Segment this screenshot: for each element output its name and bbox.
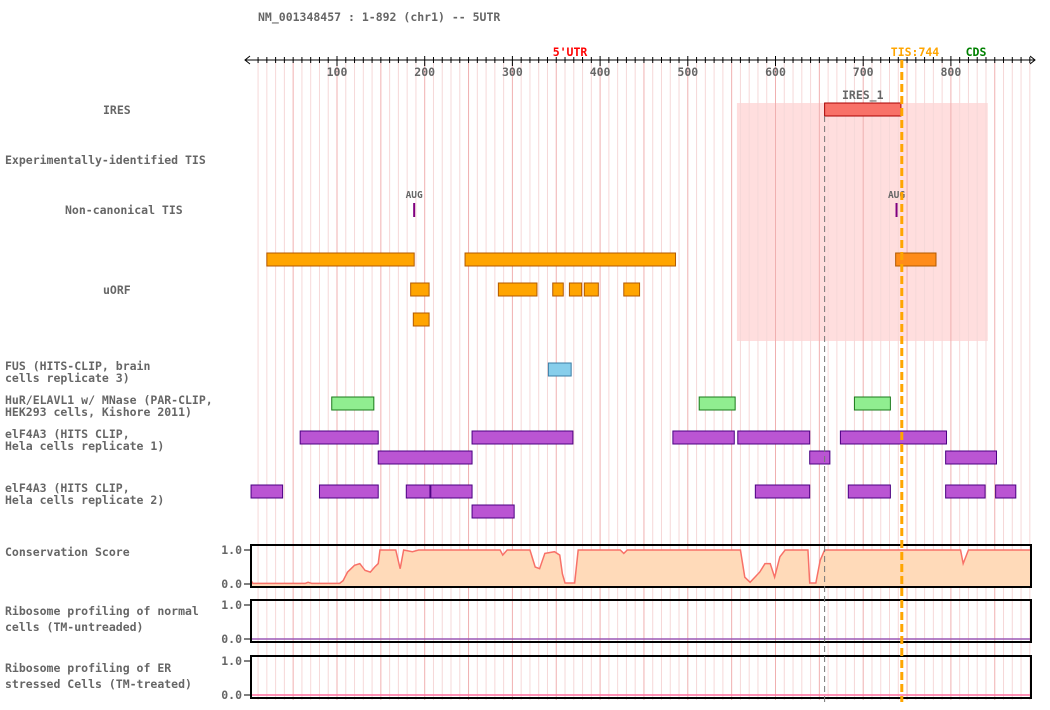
uorf-feature <box>497 282 538 297</box>
ribo_er-frame <box>250 655 1032 699</box>
eif1-feature <box>737 430 811 445</box>
ires-name-label: IRES_1 <box>842 88 884 103</box>
track-label-eif2: elF4A3 (HITS CLIP, Hela cells replicate … <box>5 481 165 507</box>
track-label-exp_tis: Experimentally-identified TIS <box>5 153 206 167</box>
eif1-feature <box>377 450 473 465</box>
hur-feature <box>853 396 891 411</box>
axis-tick-label: 600 <box>765 65 786 79</box>
y-tick-label: 0.0 <box>221 688 242 702</box>
eif2-feature <box>318 484 379 499</box>
eif2-feature <box>754 484 811 499</box>
axis-tick-label: 400 <box>590 65 611 79</box>
eif1-feature <box>945 450 998 465</box>
axis-tick-label: 100 <box>327 65 348 79</box>
plot-label-ribo_er: Ribosome profiling of ER stressed Cells … <box>5 661 192 691</box>
track-label-ires: IRES <box>103 103 131 117</box>
y-tick-label: 0.0 <box>221 632 242 646</box>
conservation-area <box>251 550 1031 587</box>
uorf-feature <box>623 282 641 297</box>
ires-feature <box>824 102 902 117</box>
eif2-feature <box>250 484 284 499</box>
plot-label-ribo_normal: Ribosome profiling of normal cells (TM-u… <box>5 604 199 634</box>
uorf-feature <box>412 312 430 327</box>
ribo_normal-frame <box>250 599 1032 643</box>
axis-tick-label: 300 <box>502 65 523 79</box>
utr-label: 5'UTR <box>553 45 588 59</box>
uorf-feature <box>552 282 564 297</box>
y-tick-label: 0.0 <box>221 577 242 591</box>
eif2-feature <box>430 484 473 499</box>
track-label-uorf: uORF <box>103 283 131 297</box>
eif2-feature <box>945 484 986 499</box>
uorf-feature <box>266 252 415 267</box>
eif2-feature <box>995 484 1017 499</box>
track-label-eif1: elF4A3 (HITS CLIP, Hela cells replicate … <box>5 427 165 453</box>
axis-tick-label: 700 <box>853 65 874 79</box>
eif1-feature <box>809 450 831 465</box>
eif2-feature <box>405 484 431 499</box>
eif2-feature <box>847 484 891 499</box>
axis-arrows <box>244 55 1036 65</box>
axis-tick-label: 800 <box>941 65 962 79</box>
eif1-feature <box>471 430 574 445</box>
y-tick-label: 1.0 <box>221 598 242 612</box>
transcript-title: NM_001348457 : 1-892 (chr1) -- 5UTR <box>258 10 501 24</box>
conservation-frame <box>250 544 1032 588</box>
tis-label: TIS:744 <box>891 45 940 59</box>
uorf-feature <box>583 282 599 297</box>
uorf-feature <box>464 252 677 267</box>
fus-feature <box>547 362 572 377</box>
eif1-feature <box>839 430 948 445</box>
track-label-noncanon: Non-canonical TIS <box>65 203 183 217</box>
eif2-feature <box>471 504 515 519</box>
uorf-feature <box>410 282 430 297</box>
track-label-fus: FUS (HITS-CLIP, brain cells replicate 3) <box>5 359 151 385</box>
cds-label: CDS <box>966 45 987 59</box>
plot-label-conservation: Conservation Score <box>5 545 130 559</box>
aug-label: AUG <box>406 190 423 201</box>
eif1-feature <box>672 430 735 445</box>
aug-label: AUG <box>888 190 905 201</box>
y-tick-label: 1.0 <box>221 654 242 668</box>
track-label-hur: HuR/ELAVL1 w/ MNase (PAR-CLIP, HEK293 ce… <box>5 393 213 419</box>
eif1-feature <box>299 430 379 445</box>
uorf-feature <box>895 252 937 267</box>
ires-region-shade <box>736 103 988 341</box>
hur-feature <box>331 396 375 411</box>
conservation-line <box>250 549 1031 585</box>
axis-tick-label: 200 <box>414 65 435 79</box>
y-tick-label: 1.0 <box>221 543 242 557</box>
axis-tick-label: 500 <box>677 65 698 79</box>
uorf-feature <box>568 282 583 297</box>
hur-feature <box>698 396 736 411</box>
